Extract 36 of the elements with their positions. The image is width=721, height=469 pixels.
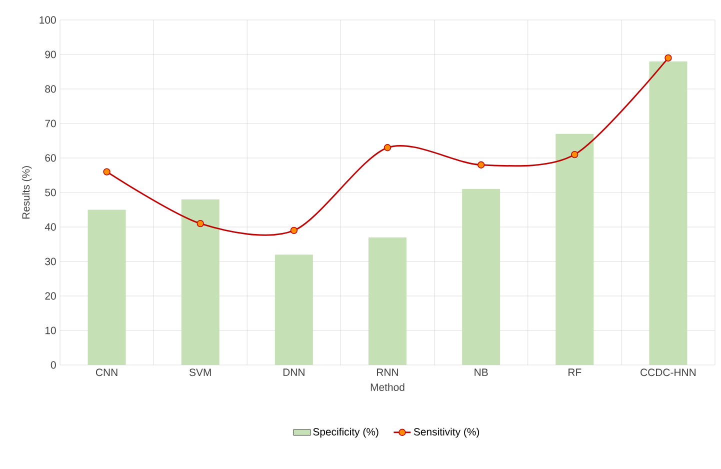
bar <box>462 189 500 365</box>
x-tick-label: CNN <box>96 368 118 376</box>
y-tick-label: 100 <box>40 16 56 24</box>
bar <box>556 134 594 365</box>
point <box>384 144 392 152</box>
bar <box>88 210 126 365</box>
y-tick-label: 30 <box>45 258 56 266</box>
point <box>664 54 672 62</box>
y-tick-label: 10 <box>45 326 56 334</box>
y-tick-label: 90 <box>45 50 56 58</box>
x-tick-label: SVM <box>190 368 211 376</box>
y-axis-title: Results (%) <box>22 166 32 219</box>
point <box>103 168 110 176</box>
y-tick-label: 50 <box>45 188 56 196</box>
y-tick-label: 20 <box>45 292 56 300</box>
legend-label: Sensitivity (%) <box>414 428 480 438</box>
x-tick-label: NB <box>474 368 488 376</box>
y-tick-label: 40 <box>44 223 56 231</box>
x-tick-label: RF <box>568 368 582 376</box>
bar <box>181 199 220 365</box>
bar <box>274 254 313 365</box>
y-tick-label: 70 <box>45 120 56 128</box>
bar <box>368 237 407 365</box>
x-tick-label: CCDC-HNN <box>640 368 696 376</box>
x-tick-label: DNN <box>283 368 304 376</box>
y-tick-label: 80 <box>45 85 56 93</box>
x-tick-label: RNN <box>377 368 398 376</box>
y-tick-label: 60 <box>45 154 56 162</box>
point <box>290 226 298 234</box>
point <box>477 161 485 168</box>
point <box>571 150 578 158</box>
x-axis-title: Method <box>370 383 404 391</box>
legend-label: Specificity (%) <box>313 428 378 438</box>
point <box>196 220 204 228</box>
y-tick-label: 0 <box>50 361 56 369</box>
bar <box>649 61 688 365</box>
